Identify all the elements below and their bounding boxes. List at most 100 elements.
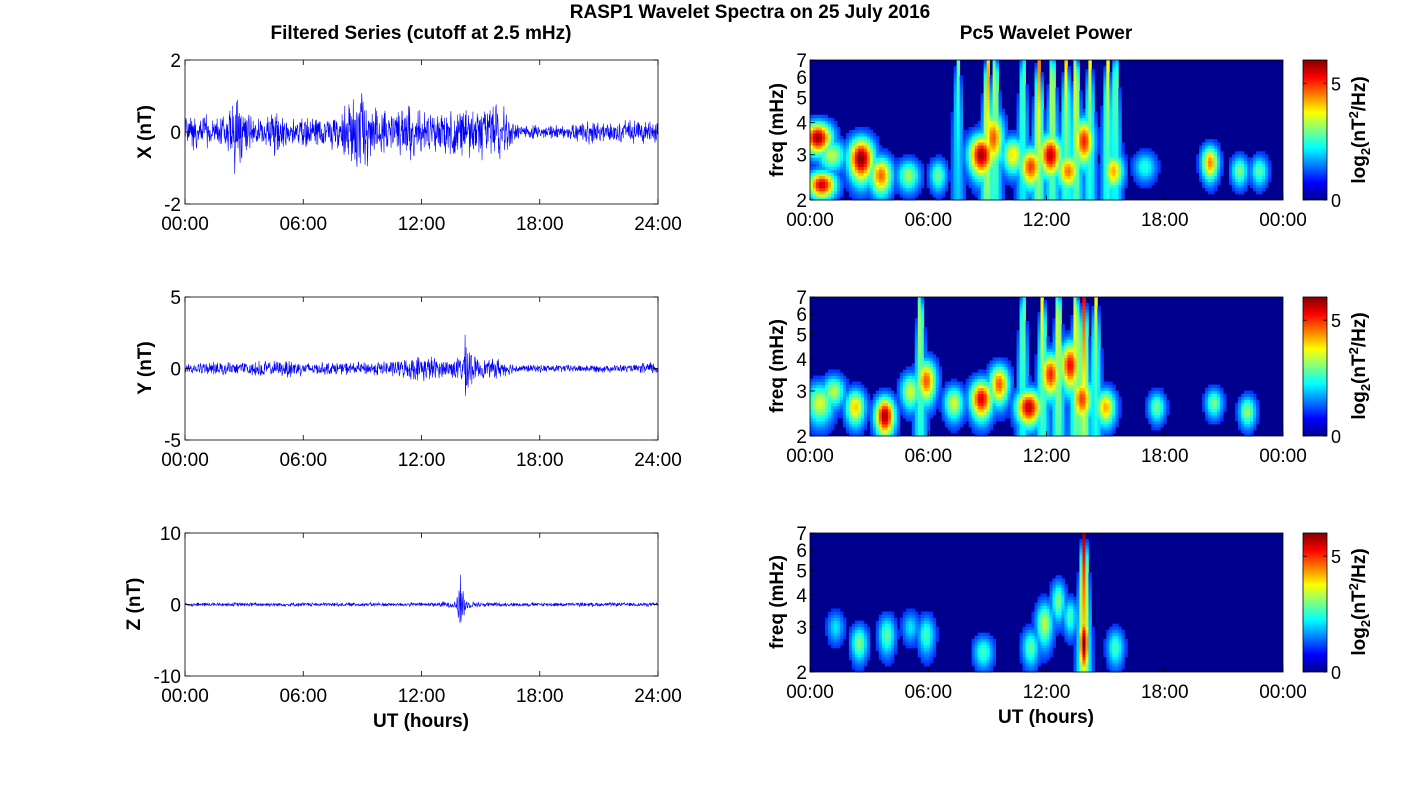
x-spectrum-cell (833, 190, 838, 195)
x-spectrum-cell (902, 157, 907, 161)
y-spectrum-cell (1046, 426, 1050, 431)
x-spectrum-cell (854, 187, 859, 192)
y-spectrum-cell (818, 420, 823, 425)
y-spectrum-cell (812, 417, 817, 422)
y-spectrum-cell (818, 408, 823, 413)
x-spectrum-cell (956, 172, 961, 177)
x-spectrum-cell (1259, 160, 1263, 164)
x-spectrum-cell (1019, 120, 1023, 125)
x-spectrum-cell (863, 190, 868, 195)
y-spectrum-cell (1085, 420, 1089, 425)
y-spectrum-cell (896, 417, 901, 422)
y-spectrum-cell (860, 411, 865, 416)
y-spectrum-cell (863, 426, 868, 431)
x-spectrum-cell (959, 81, 964, 85)
y-spectrum-cell (827, 402, 832, 407)
x-spectrum-cell (1031, 123, 1035, 128)
y-spectrum-cell (851, 405, 856, 410)
y-spectrum-cell (911, 414, 916, 419)
y-spectrum-cell (863, 408, 868, 413)
x-spectrum-cell (824, 154, 829, 158)
y-spectrum-cell (815, 417, 820, 422)
x-spectrum-cell (992, 84, 996, 88)
y-spectrum-cell (980, 432, 985, 437)
y-spectrum-cell (1007, 393, 1011, 398)
y-spectrum-cell (1019, 417, 1023, 422)
x-spectrum-cell (1049, 81, 1053, 85)
x-spectrum-cell (1067, 69, 1071, 73)
x-spectrum-cell (953, 151, 958, 155)
x-spectrum-cell (827, 120, 832, 125)
x-spectrum-cell (1118, 151, 1122, 155)
y-spectrum-cell (1205, 393, 1209, 398)
x-spectrum-cell (1073, 75, 1077, 79)
x-spectrum-cell (866, 172, 871, 177)
x-spectrum-cell (1103, 196, 1107, 201)
x-spectrum-cell (1082, 190, 1086, 195)
x-spectrum-cell (848, 151, 853, 155)
y-spectrum-cell (974, 417, 979, 422)
x-spectrum-cell (1088, 196, 1092, 201)
y-spectrum-cell (878, 405, 883, 410)
y-spectrum-cell (1220, 411, 1224, 416)
y-spectrum-cell (1031, 417, 1035, 422)
x-spectrum-cell (1016, 136, 1020, 140)
x-spectrum-cell (1004, 163, 1008, 167)
y-spectrum-cell (1208, 396, 1212, 401)
y-spectrum-cell (956, 396, 961, 401)
x-spectrum-cell (1241, 154, 1245, 158)
x-spectrum-cell (1115, 60, 1119, 64)
y-spectrum-cell (1166, 411, 1170, 416)
x-spectrum-cell (1124, 166, 1128, 170)
x-spectrum-cell (1001, 160, 1005, 164)
y-spectrum-cell (1238, 402, 1242, 407)
x-spectrum-cell (1049, 108, 1053, 113)
y-spectrum-cell (821, 423, 826, 428)
y-spectrum-cell (956, 402, 961, 407)
x-spectrum-cell (815, 117, 820, 122)
y-spectrum-cell (1046, 414, 1050, 419)
y-spectrum-cell (1223, 399, 1227, 404)
x-spectrum-cell (935, 175, 940, 180)
x-spectrum-cell (908, 163, 913, 167)
x-spectrum-cell (959, 75, 964, 79)
x-spectrum-cell (917, 181, 922, 186)
x-spectrum-cell (1217, 172, 1221, 177)
x-spectrum-cell (977, 178, 982, 183)
x-spectrum-cell (1046, 130, 1050, 134)
y-spectrum-cell (1097, 417, 1101, 422)
x-spectrum-cell (1040, 193, 1044, 198)
x-spectrum-cell (839, 172, 844, 177)
x-spectrum-cell (1217, 163, 1221, 167)
x-spectrum-cell (1070, 142, 1074, 146)
x-spectrum-cell (1115, 169, 1119, 174)
x-spectrum-cell (983, 117, 988, 122)
x-spectrum-cell (1004, 178, 1008, 183)
x-spectrum-cell (1043, 151, 1047, 155)
y-spectrum-cell (857, 405, 862, 410)
x-spectrum-cell (1028, 166, 1032, 170)
x-spectrum-cell (830, 193, 835, 198)
y-spectrum-cell (1220, 399, 1224, 404)
x-spectrum-cell (1016, 175, 1020, 180)
y-spectrum-cell (911, 393, 916, 398)
x-spectrum-cell (1073, 81, 1077, 85)
x-spectrum-cell (890, 157, 895, 161)
x-spectrum-cell (1199, 151, 1203, 155)
x-spectrum-cell (842, 184, 847, 189)
x-spectrum-cell (815, 160, 820, 164)
y-spectrum-cell (1109, 405, 1113, 410)
y-spectrum-cell (1022, 396, 1026, 401)
x-spectrum-cell (983, 184, 988, 189)
x-spectrum-cell (971, 166, 976, 170)
y-spectrum-cell (1244, 393, 1248, 398)
x-spectrum-cell (821, 151, 826, 155)
x-spectrum-cell (1076, 117, 1080, 122)
x-spectrum-cell (1232, 154, 1236, 158)
x-spectrum-cell (1025, 166, 1029, 170)
y-spectrum-cell (968, 408, 973, 413)
x-spectrum-cell (896, 172, 901, 177)
x-spectrum-cell (1211, 160, 1215, 164)
x-spectrum-cell (860, 196, 865, 201)
x-spectrum-cell (1031, 139, 1035, 143)
